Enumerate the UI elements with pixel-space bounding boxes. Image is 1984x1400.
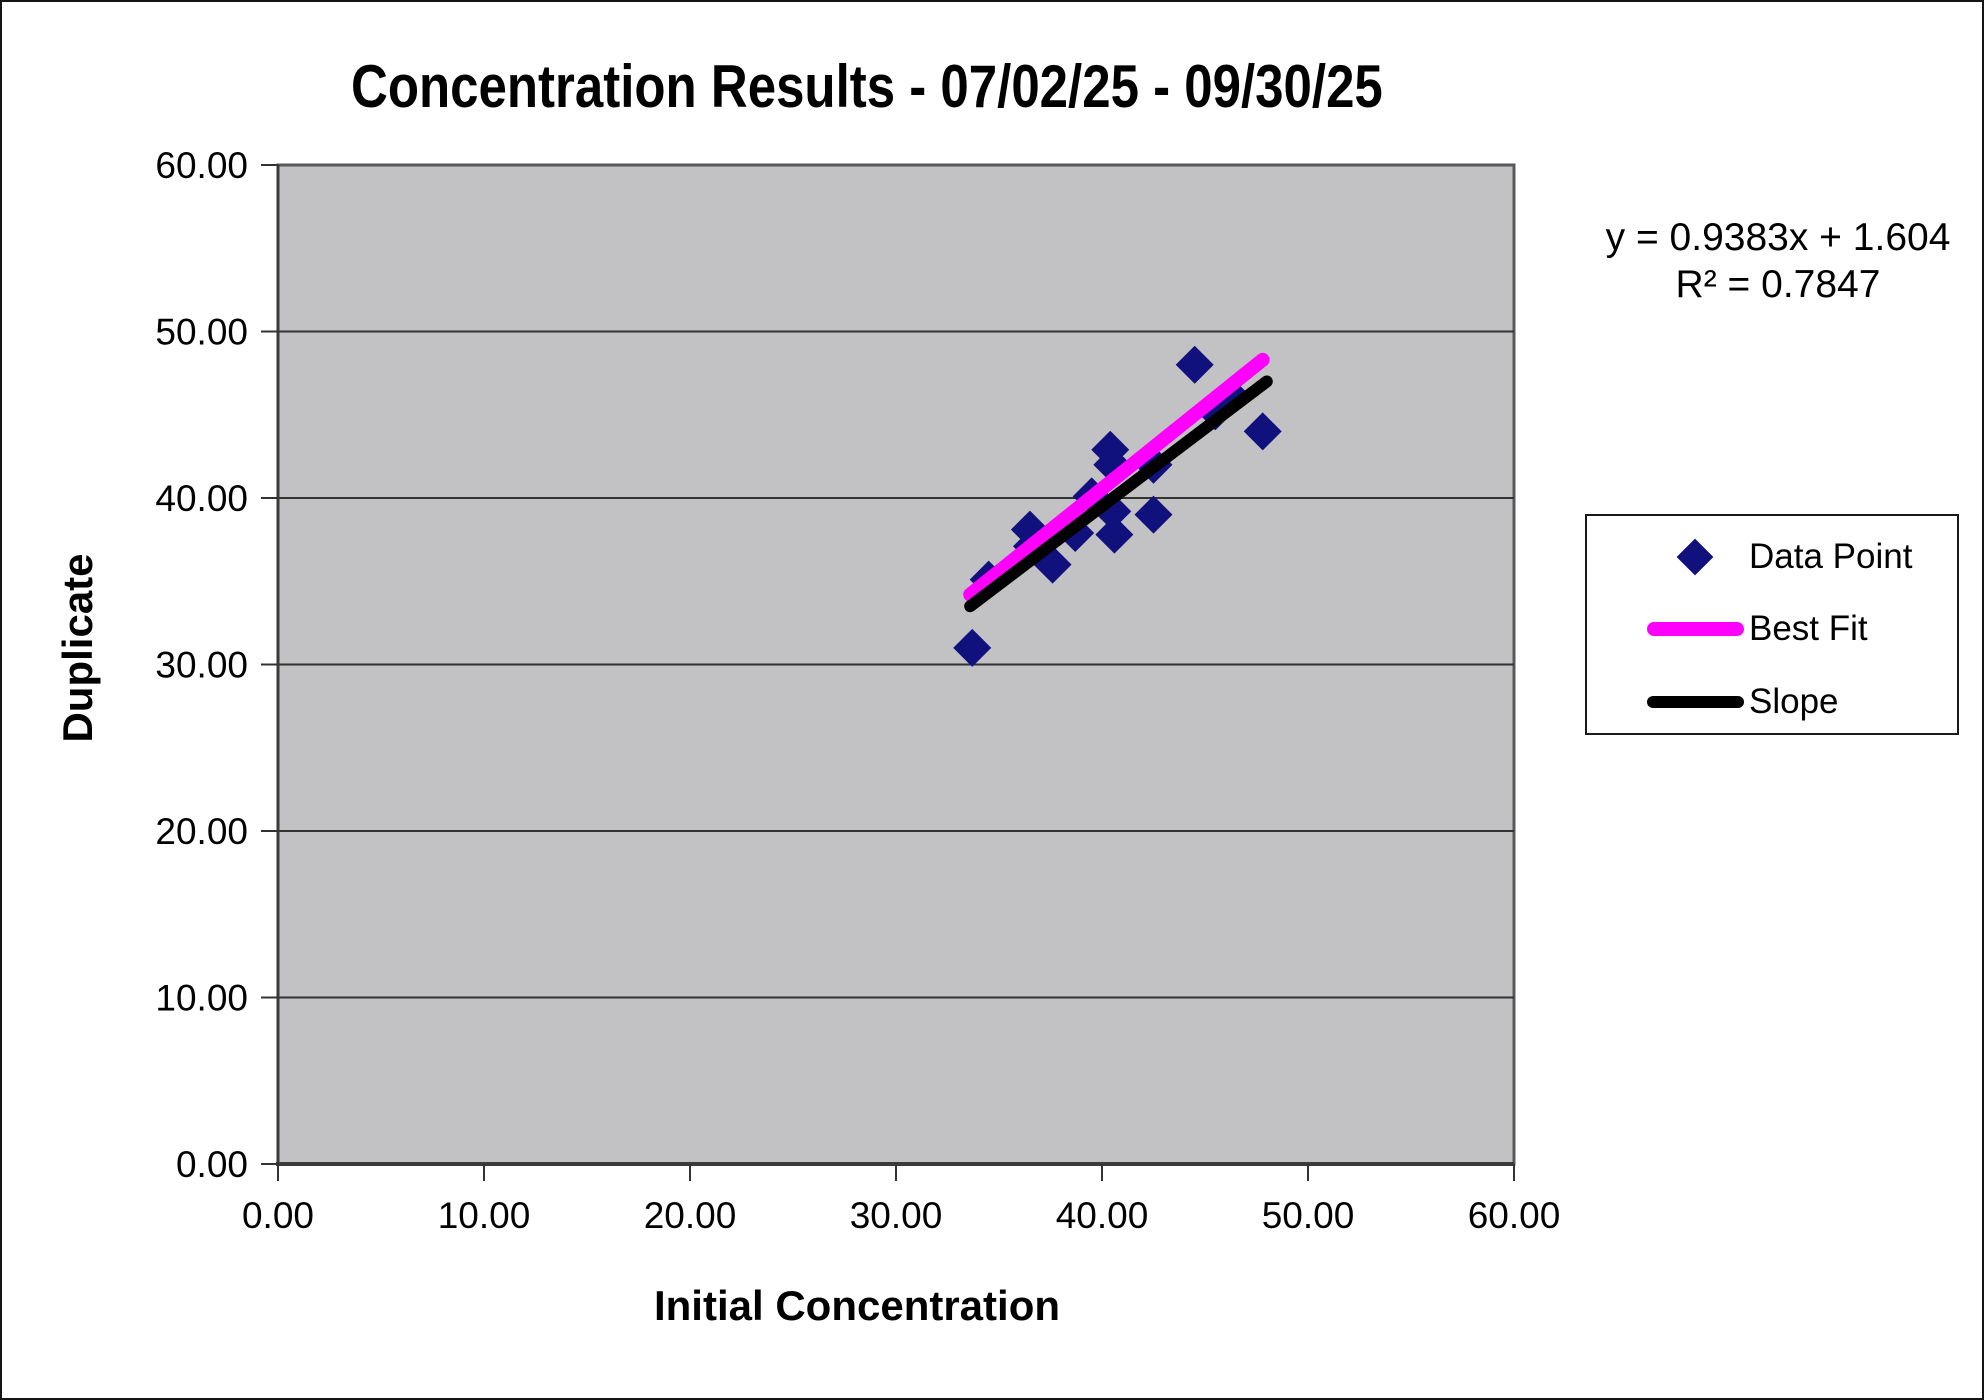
legend: Data Point Best Fit Slope xyxy=(1585,514,1959,735)
data-point-marker xyxy=(1175,345,1214,384)
legend-item-slope: Slope xyxy=(1587,682,1957,722)
x-tick-label: 50.00 xyxy=(1262,1195,1355,1236)
data-point-marker xyxy=(953,628,992,667)
y-tick-label: 10.00 xyxy=(155,978,248,1019)
y-axis-title: Duplicate xyxy=(54,553,101,743)
x-axis-title: Initial Concentration xyxy=(653,1282,1060,1329)
x-tick-label: 40.00 xyxy=(1056,1195,1149,1236)
y-tick-label: 60.00 xyxy=(155,145,248,186)
x-tick-label: 30.00 xyxy=(850,1195,943,1236)
trendline-r-squared: R² = 0.7847 xyxy=(1675,263,1881,306)
chart-title-text: Concentration Results - 07/02/25 - 09/30… xyxy=(351,53,1383,120)
y-tick-label: 50.00 xyxy=(155,312,248,353)
slope-line-icon xyxy=(1647,696,1744,708)
legend-item-best-fit: Best Fit xyxy=(1587,609,1957,649)
data-point-marker xyxy=(1243,412,1282,451)
legend-label-best-fit: Best Fit xyxy=(1749,609,1868,648)
trendline-equation: y = 0.9383x + 1.604 R² = 0.7847 xyxy=(1570,214,1982,308)
legend-item-data-point: Data Point xyxy=(1587,537,1957,577)
data-point-marker xyxy=(1095,515,1134,554)
x-tick-label: 60.00 xyxy=(1468,1195,1561,1236)
best-fit-line-icon xyxy=(1647,622,1744,636)
chart-title: Concentration Results - 07/02/25 - 09/30… xyxy=(2,52,1732,121)
best-fit-trend-line xyxy=(963,352,1270,602)
legend-label-data-point: Data Point xyxy=(1749,537,1913,576)
trendline-equation-line: y = 0.9383x + 1.604 xyxy=(1605,216,1951,259)
diamond-marker-icon xyxy=(1676,538,1714,576)
y-tick-label: 20.00 xyxy=(155,811,248,852)
x-tick-label: 20.00 xyxy=(644,1195,737,1236)
x-tick-label: 10.00 xyxy=(438,1195,531,1236)
y-tick-label: 0.00 xyxy=(176,1144,248,1185)
legend-label-slope: Slope xyxy=(1749,682,1839,721)
y-tick-label: 30.00 xyxy=(155,645,248,686)
data-point-marker xyxy=(1134,495,1173,534)
x-tick-label: 0.00 xyxy=(242,1195,314,1236)
slope-trend-line xyxy=(964,375,1273,613)
y-tick-label: 40.00 xyxy=(155,478,248,519)
